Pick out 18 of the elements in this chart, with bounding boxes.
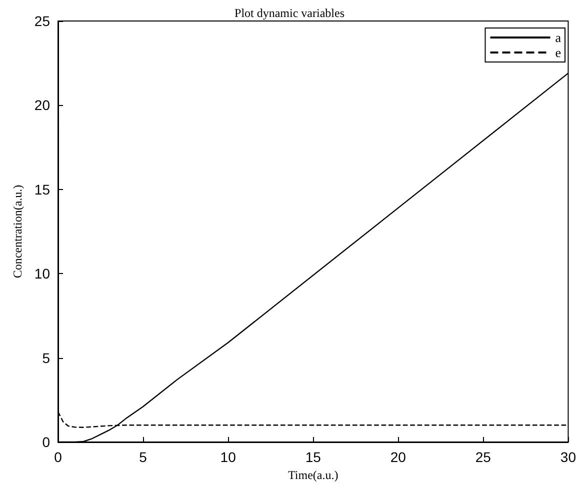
x-tick-label: 5 xyxy=(139,449,148,465)
y-tick-label: 25 xyxy=(34,13,50,29)
y-tick-label: 20 xyxy=(34,97,50,114)
legend-label: e xyxy=(555,45,562,60)
x-axis-title: Time(a.u.) xyxy=(288,468,338,482)
x-tick-label: 0 xyxy=(54,449,62,465)
x-tick-label: 15 xyxy=(305,449,322,465)
y-tick-label: 10 xyxy=(34,266,50,282)
legend-label: a xyxy=(555,30,562,45)
y-tick-label: 0 xyxy=(42,434,50,450)
y-tick-label: 5 xyxy=(42,350,50,366)
x-tick-label: 25 xyxy=(475,449,492,465)
chart-title: Plot dynamic variables xyxy=(234,6,345,20)
x-tick-label: 20 xyxy=(390,449,406,465)
y-axis-title: Concentration(a.u.) xyxy=(10,184,25,278)
x-tick-label: 30 xyxy=(560,449,576,465)
y-tick-label: 15 xyxy=(34,181,50,198)
x-tick-label: 10 xyxy=(220,449,236,465)
